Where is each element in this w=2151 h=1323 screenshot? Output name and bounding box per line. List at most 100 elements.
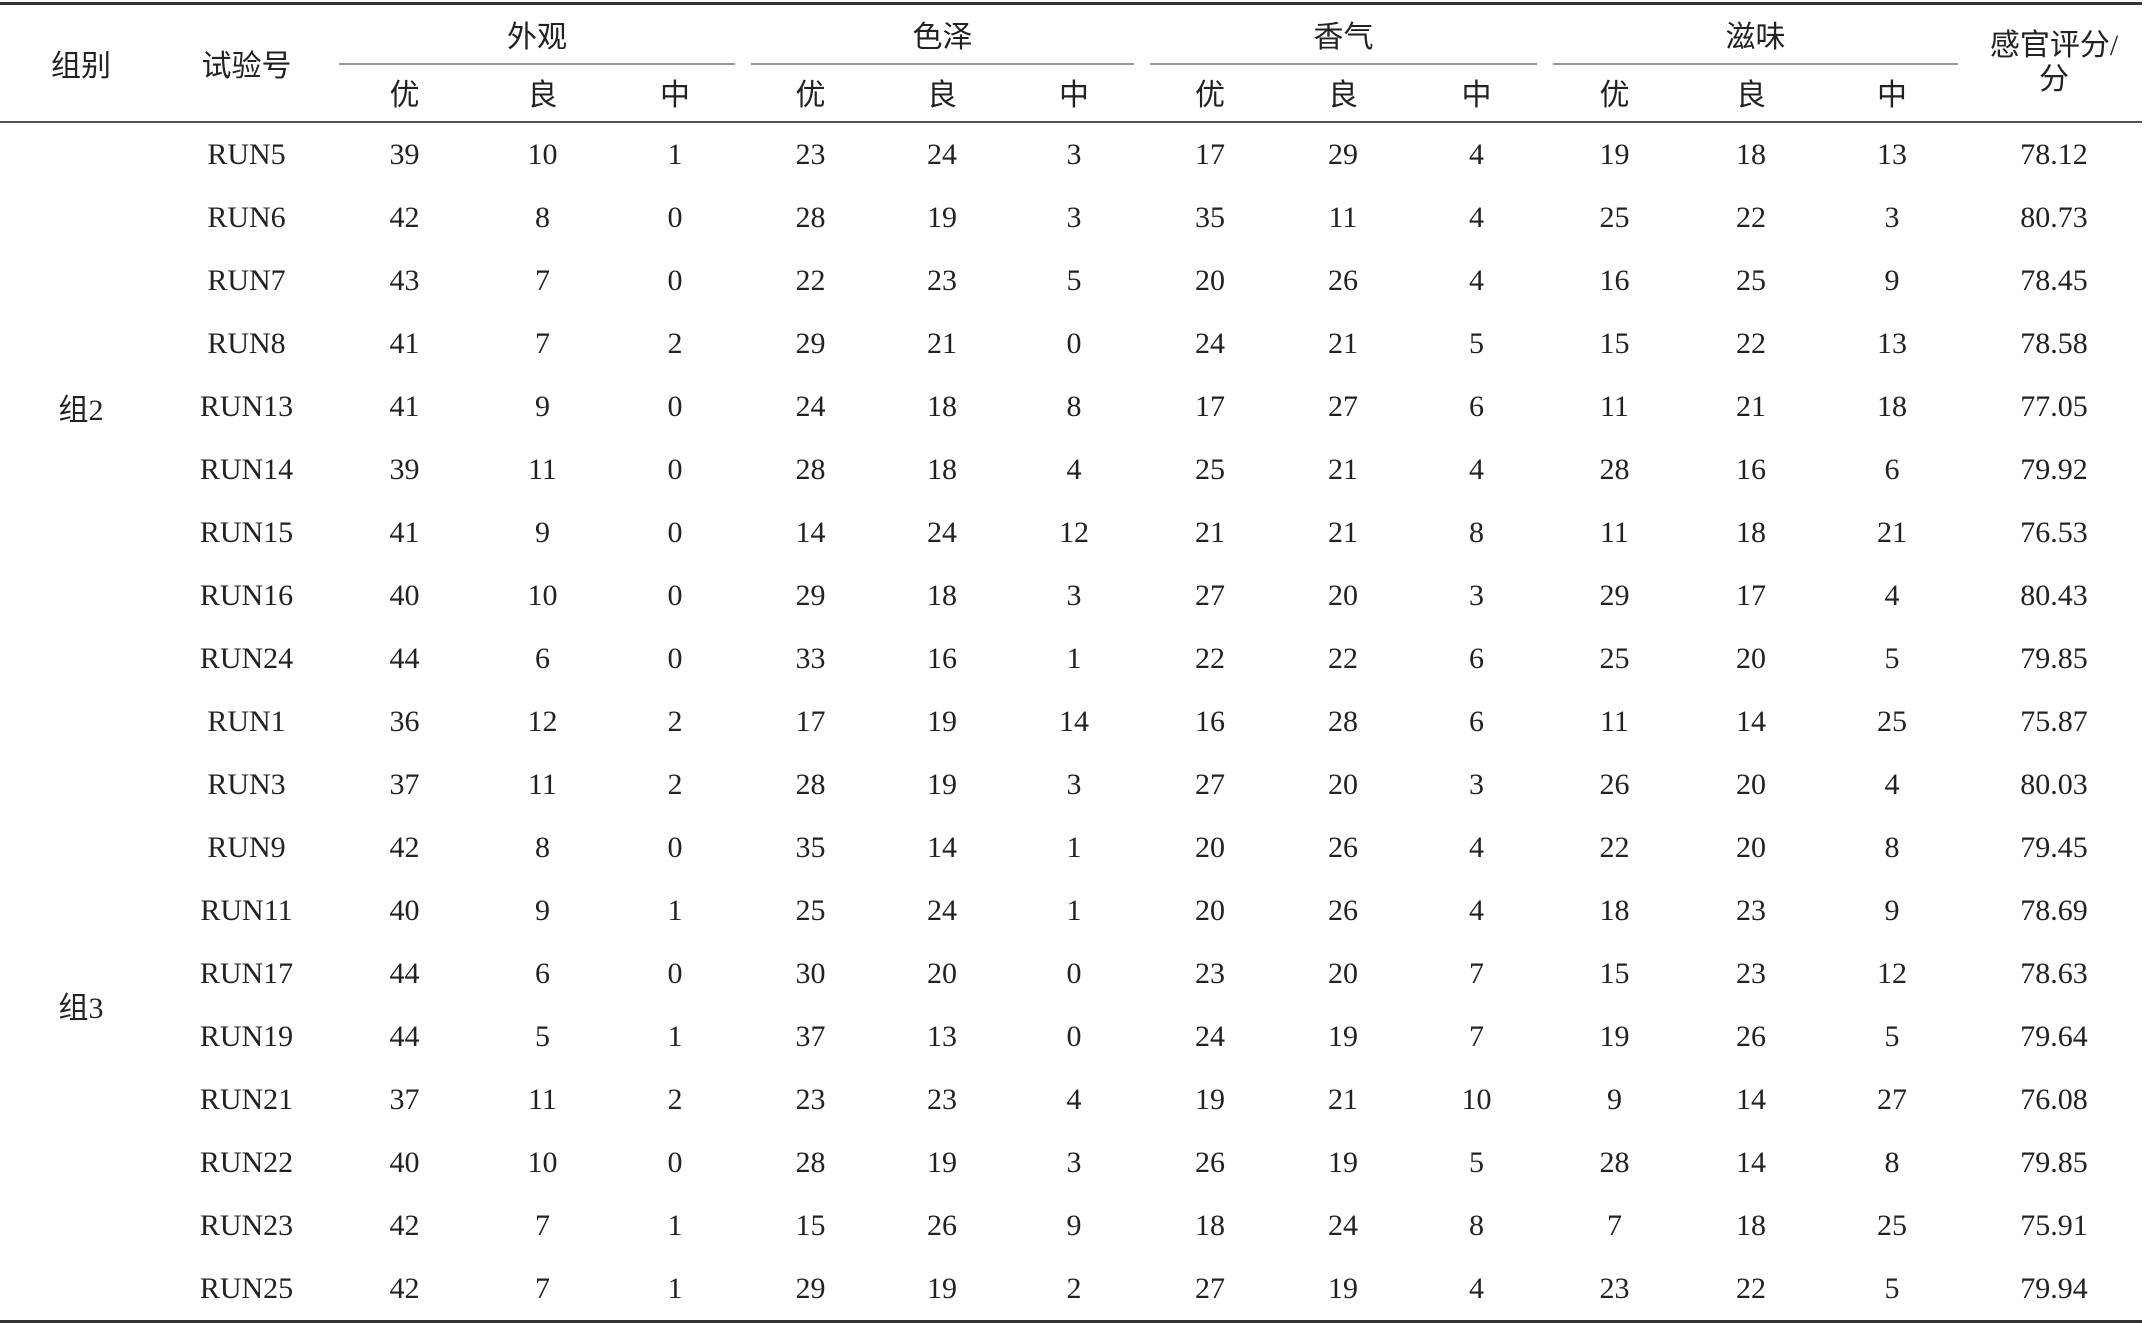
grade-count-cell: 7	[535, 326, 550, 360]
table-row: 组3 RUN1 36 12 2 17 19 14 16 28 6 11 14 25 75.87	[0, 690, 2142, 1026]
header-grade: 良	[1736, 79, 1766, 112]
grade-count-cell: 29	[795, 1271, 826, 1305]
grade-count-cell: 8	[1884, 830, 1900, 864]
grade-count-cell: 0	[667, 389, 683, 423]
table-row: RUN19 44 5 1 37 13 0 24 19 7 19 26 5 79.64	[0, 1005, 2142, 1068]
grade-count-cell: 28	[795, 1145, 826, 1179]
grade-count-cell: 19	[927, 767, 957, 801]
grade-count-cell: 8	[1469, 515, 1484, 549]
grade-count-cell: 23	[927, 1082, 957, 1116]
grade-count-cell: 26	[1328, 263, 1358, 297]
grade-count-cell: 26	[1195, 1145, 1225, 1179]
grade-count-cell: 0	[667, 641, 683, 675]
run-id: RUN11	[200, 893, 293, 927]
grade-count-cell: 4	[1066, 1082, 1082, 1116]
header-run: 试验号	[201, 50, 292, 83]
header-grade: 优	[1195, 79, 1225, 112]
sensory-score-cell: 78.69	[2020, 893, 2088, 927]
grade-count-cell: 25	[1877, 704, 1907, 738]
grade-count-cell: 24	[1328, 1208, 1358, 1242]
grade-count-cell: 1	[1066, 641, 1082, 675]
grade-count-cell: 35	[795, 830, 826, 864]
table-row: RUN15 41 9 0 14 24 12 21 21 8 11 18 21 76.53	[0, 501, 2142, 564]
run-id: RUN23	[199, 1208, 294, 1242]
grade-count-cell: 11	[528, 452, 557, 486]
grade-count-cell: 23	[1736, 893, 1766, 927]
grade-count-cell: 13	[927, 1019, 957, 1053]
grade-count-cell: 13	[1877, 137, 1907, 171]
grade-count-cell: 9	[1884, 263, 1900, 297]
grade-count-cell: 24	[927, 893, 957, 927]
grade-count-cell: 20	[1736, 830, 1766, 864]
grade-count-cell: 23	[795, 137, 826, 171]
grade-count-cell: 11	[1600, 389, 1629, 423]
grade-count-cell: 28	[795, 767, 826, 801]
grade-count-cell: 5	[535, 1019, 550, 1053]
sensory-score-cell: 76.53	[2020, 515, 2088, 549]
grade-count-cell: 18	[927, 578, 957, 612]
table-row: RUN3 37 11 2 28 19 3 27 20 3 26 20 4 80.03	[0, 753, 2142, 816]
sensory-score-cell: 79.92	[2020, 452, 2088, 486]
grade-count-cell: 20	[1195, 263, 1225, 297]
grade-count-cell: 20	[1736, 641, 1766, 675]
grade-count-cell: 17	[1736, 578, 1766, 612]
grade-count-cell: 14	[1736, 1145, 1766, 1179]
sensory-score-cell: 79.64	[2020, 1019, 2088, 1053]
grade-count-cell: 0	[667, 1145, 683, 1179]
grade-count-cell: 27	[1195, 1271, 1225, 1305]
grade-count-cell: 18	[1736, 137, 1766, 171]
grade-count-cell: 10	[527, 578, 558, 612]
grade-count-cell: 0	[667, 452, 683, 486]
grade-count-cell: 23	[927, 263, 957, 297]
grade-count-cell: 4	[1066, 452, 1082, 486]
grade-count-cell: 8	[535, 200, 550, 234]
grade-count-cell: 12	[1877, 956, 1907, 990]
grade-count-cell: 3	[1066, 200, 1082, 234]
grade-count-cell: 3	[1066, 137, 1082, 171]
grade-count-cell: 29	[795, 326, 826, 360]
grade-count-cell: 17	[795, 704, 826, 738]
grade-count-cell: 8	[1469, 1208, 1484, 1242]
grade-count-cell: 3	[1066, 1145, 1082, 1179]
grade-count-cell: 26	[1736, 1019, 1766, 1053]
grade-count-cell: 30	[795, 956, 826, 990]
grade-count-cell: 15	[1599, 326, 1630, 360]
grade-count-cell: 4	[1884, 767, 1900, 801]
grade-count-cell: 2	[667, 704, 683, 738]
grade-count-cell: 9	[1884, 893, 1900, 927]
grade-count-cell: 7	[1607, 1208, 1622, 1242]
grade-count-cell: 26	[1328, 830, 1358, 864]
grade-count-cell: 36	[389, 704, 420, 738]
grade-count-cell: 29	[1328, 137, 1358, 171]
grade-count-cell: 27	[1877, 1082, 1907, 1116]
grade-count-cell: 21	[1195, 515, 1225, 549]
grade-count-cell: 44	[389, 956, 420, 990]
grade-count-cell: 9	[1607, 1082, 1622, 1116]
table-row: 组2 RUN5 39 10 1 23 24 3 17 29 4 19 18 13 78.12	[0, 122, 2142, 427]
grade-count-cell: 14	[1059, 704, 1089, 738]
grade-count-cell: 0	[667, 956, 683, 990]
header-grade: 优	[389, 79, 420, 112]
grade-count-cell: 24	[927, 515, 957, 549]
grade-count-cell: 28	[1599, 452, 1630, 486]
grade-count-cell: 21	[1328, 326, 1358, 360]
grade-count-cell: 4	[1469, 830, 1484, 864]
run-id: RUN16	[199, 578, 294, 612]
grade-count-cell: 9	[1066, 1208, 1082, 1242]
grade-count-cell: 2	[1066, 1271, 1082, 1305]
group-label: 组3	[58, 992, 104, 1025]
sensory-score-cell: 79.85	[2020, 641, 2088, 675]
grade-count-cell: 6	[535, 641, 550, 675]
grade-count-cell: 19	[1328, 1019, 1358, 1053]
grade-count-cell: 21	[1328, 452, 1358, 486]
grade-count-cell: 42	[389, 830, 420, 864]
grade-count-cell: 0	[667, 515, 683, 549]
header-grade: 中	[1059, 79, 1089, 112]
grade-count-cell: 27	[1195, 767, 1225, 801]
grade-count-cell: 7	[1469, 1019, 1484, 1053]
grade-count-cell: 0	[1066, 956, 1082, 990]
grade-count-cell: 39	[389, 137, 420, 171]
grade-count-cell: 0	[1066, 326, 1082, 360]
grade-count-cell: 24	[795, 389, 826, 423]
grade-count-cell: 22	[1736, 326, 1766, 360]
